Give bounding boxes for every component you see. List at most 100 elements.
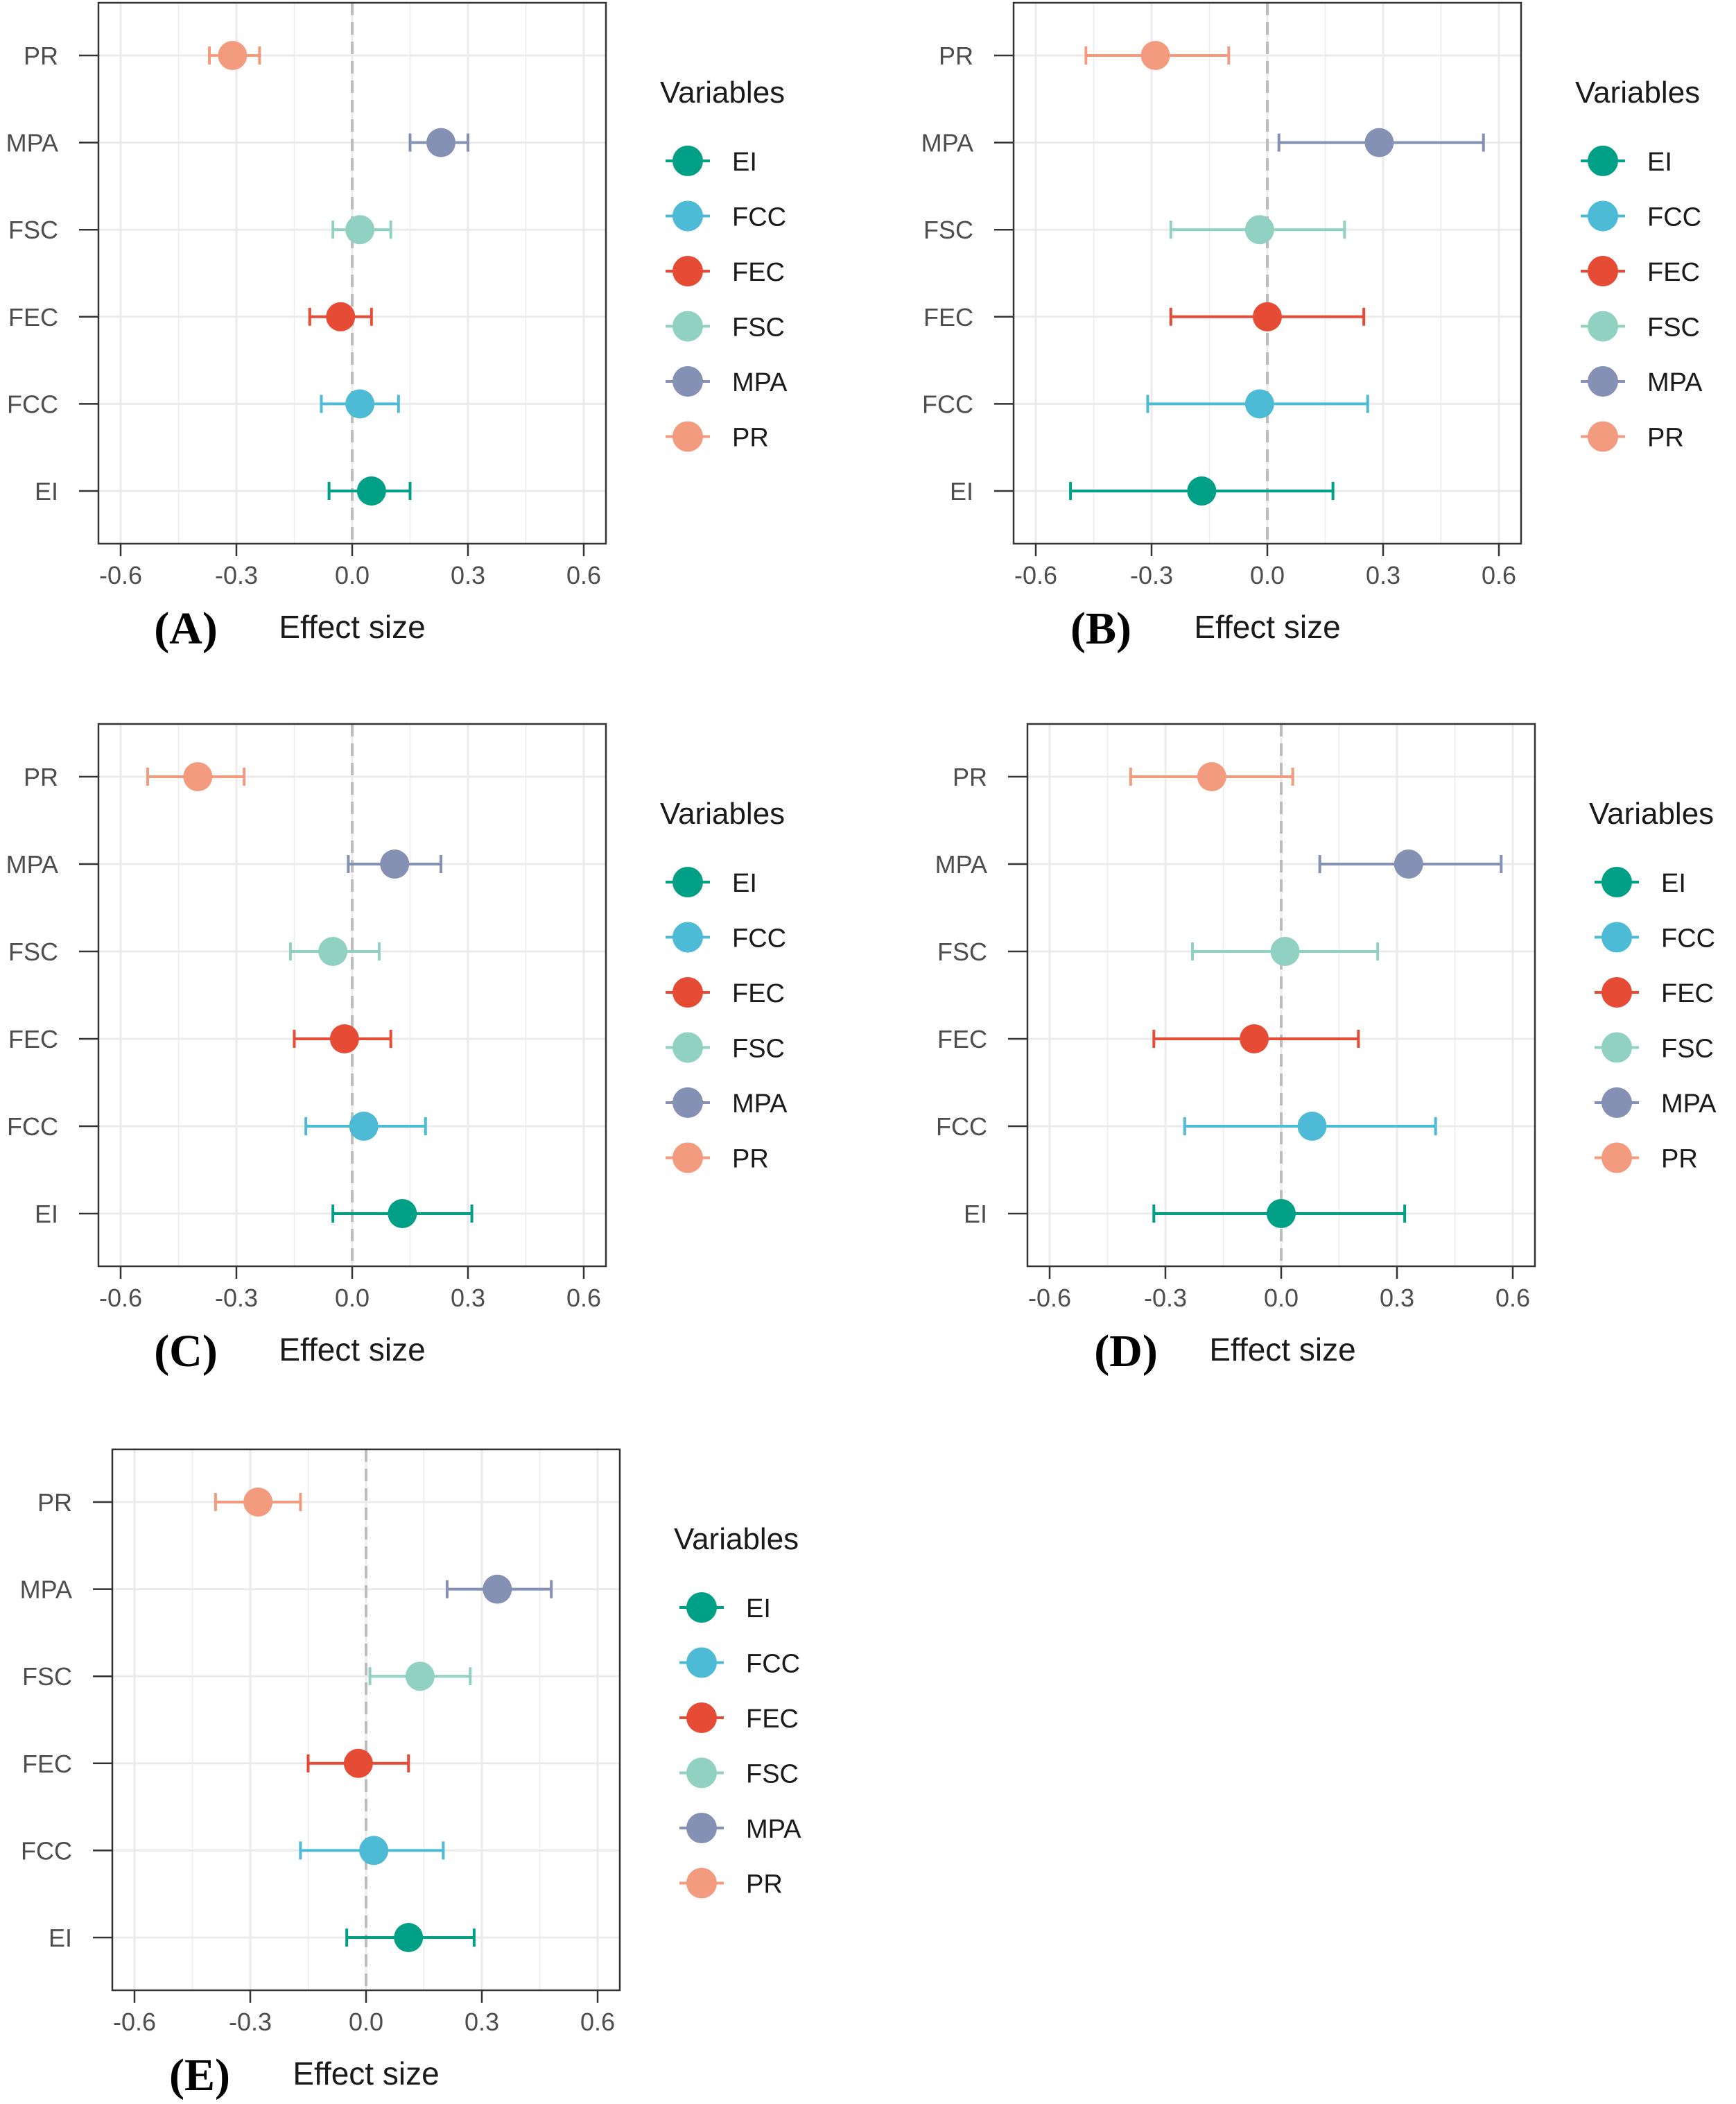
effect-fcc: [1146, 389, 1369, 419]
y-tick-label-pr: PR: [24, 42, 58, 70]
y-tick-label-fcc: FCC: [936, 1112, 987, 1141]
point-estimate: [1267, 1199, 1296, 1228]
x-axis-title: Effect size: [1194, 609, 1340, 645]
point-estimate: [318, 937, 348, 966]
panel-tag: (A): [154, 603, 218, 654]
legend: Variables EI FCC FEC FSC MPA PR: [660, 76, 788, 453]
legend-item-fsc: FSC: [1581, 311, 1700, 343]
legend-item-mpa: MPA: [679, 1813, 801, 1844]
y-tick-label-pr: PR: [37, 1488, 72, 1517]
legend-key-dot: [672, 146, 703, 176]
legend-key-dot: [1602, 977, 1632, 1008]
legend-key-dot: [1588, 311, 1618, 342]
point-estimate: [359, 1836, 389, 1865]
legend-label: EI: [746, 1594, 771, 1623]
legend-label: MPA: [732, 1089, 788, 1119]
legend-item-fec: FEC: [679, 1702, 799, 1734]
legend-title: Variables: [1575, 76, 1700, 110]
point-estimate: [1364, 128, 1394, 157]
effect-mpa: [347, 850, 443, 879]
effect-fec: [306, 1748, 410, 1778]
legend-label: FCC: [746, 1650, 800, 1679]
x-axis-title: Effect size: [293, 2055, 439, 2092]
legend-key-dot: [686, 1813, 717, 1843]
y-tick-label-ei: EI: [35, 477, 58, 506]
legend-item-fsc: FSC: [1595, 1032, 1714, 1064]
legend-label: FSC: [746, 1760, 799, 1789]
y-tick-label-fcc: FCC: [7, 390, 58, 418]
x-tick-label: 0.0: [1250, 561, 1285, 589]
legend-key-dot: [686, 1647, 717, 1678]
legend-key-dot: [1588, 366, 1618, 397]
legend-label: EI: [732, 148, 757, 177]
legend-label: PR: [732, 424, 769, 453]
legend-key-dot: [672, 922, 703, 953]
effect-ei: [345, 1923, 476, 1952]
legend-key-dot: [672, 977, 703, 1008]
point-estimate: [326, 302, 356, 331]
legend-item-fec: FEC: [1581, 256, 1700, 287]
legend-key-dot: [686, 1592, 717, 1623]
x-tick-label: -0.3: [215, 561, 258, 589]
legend-key-dot: [672, 1087, 703, 1118]
legend-label: MPA: [746, 1815, 801, 1844]
legend-label: FCC: [1661, 924, 1715, 954]
point-estimate: [1240, 1024, 1269, 1053]
legend-item-mpa: MPA: [666, 366, 788, 397]
legend-item-fec: FEC: [1595, 977, 1714, 1008]
effect-ei: [327, 476, 412, 506]
legend-key-dot: [672, 1032, 703, 1063]
legend-title: Variables: [660, 76, 785, 110]
legend-title: Variables: [660, 797, 785, 831]
legend-label: FEC: [1661, 979, 1714, 1008]
legend-key-dot: [1588, 256, 1618, 286]
y-tick-label-fsc: FSC: [22, 1662, 72, 1691]
legend-label: FEC: [732, 258, 785, 287]
y-tick-label-mpa: MPA: [20, 1576, 72, 1604]
legend-label: EI: [1647, 148, 1672, 177]
y-tick-label-mpa: MPA: [935, 850, 987, 879]
legend-item-pr: PR: [1595, 1142, 1698, 1174]
panel-a: PR MPA FSC FEC FCC EI -0.6 -0.3 0.0 0.3 0.6 (A) Effe…: [6, 1, 788, 654]
legend-label: FEC: [1647, 258, 1700, 287]
legend: Variables EI FCC FEC FSC MPA PR: [1589, 797, 1717, 1174]
panel-c: PR MPA FSC FEC FCC EI -0.6 -0.3 0.0 0.3 0.6 (C) Effe…: [6, 723, 788, 1377]
y-tick-label-fec: FEC: [937, 1025, 987, 1053]
legend-label: PR: [746, 1870, 783, 1899]
point-estimate: [1394, 850, 1423, 879]
y-tick-label-pr: PR: [953, 763, 987, 791]
x-tick-label: 0.3: [451, 1284, 485, 1312]
effect-fec: [293, 1024, 392, 1053]
effect-fsc: [368, 1662, 472, 1691]
legend-item-pr: PR: [666, 421, 769, 453]
x-tick-label: 0.6: [580, 2008, 615, 2036]
point-estimate: [483, 1574, 512, 1604]
legend-item-fsc: FSC: [666, 1032, 785, 1064]
point-estimate: [345, 389, 375, 419]
legend-label: FEC: [746, 1705, 799, 1734]
legend-key-dot: [672, 311, 703, 342]
legend-item-fcc: FCC: [679, 1647, 800, 1679]
x-axis-title: Effect size: [1209, 1331, 1355, 1368]
point-estimate: [1197, 762, 1226, 791]
legend-key-dot: [1602, 1087, 1632, 1118]
y-tick-label-ei: EI: [49, 1924, 72, 1952]
legend-item-mpa: MPA: [1581, 366, 1703, 397]
panel-b: PR MPA FSC FEC FCC EI -0.6 -0.3 0.0 0.3 0.6 (B) Effe…: [921, 1, 1703, 654]
y-tick-label-fec: FEC: [8, 1025, 58, 1053]
legend: Variables EI FCC FEC FSC MPA PR: [660, 797, 788, 1174]
y-tick-label-mpa: MPA: [6, 850, 58, 879]
x-tick-label: 0.3: [1366, 561, 1400, 589]
effect-ei: [331, 1199, 474, 1228]
point-estimate: [183, 762, 213, 791]
point-estimate: [1244, 215, 1274, 245]
legend-item-fec: FEC: [666, 977, 785, 1008]
legend-item-fcc: FCC: [666, 922, 786, 954]
point-estimate: [1270, 937, 1300, 966]
legend-title: Variables: [1589, 797, 1714, 831]
x-tick-label: 0.3: [451, 561, 485, 589]
legend-item-pr: PR: [1581, 421, 1684, 453]
x-tick-label: 0.0: [349, 2008, 383, 2036]
y-tick-label-pr: PR: [24, 763, 58, 791]
